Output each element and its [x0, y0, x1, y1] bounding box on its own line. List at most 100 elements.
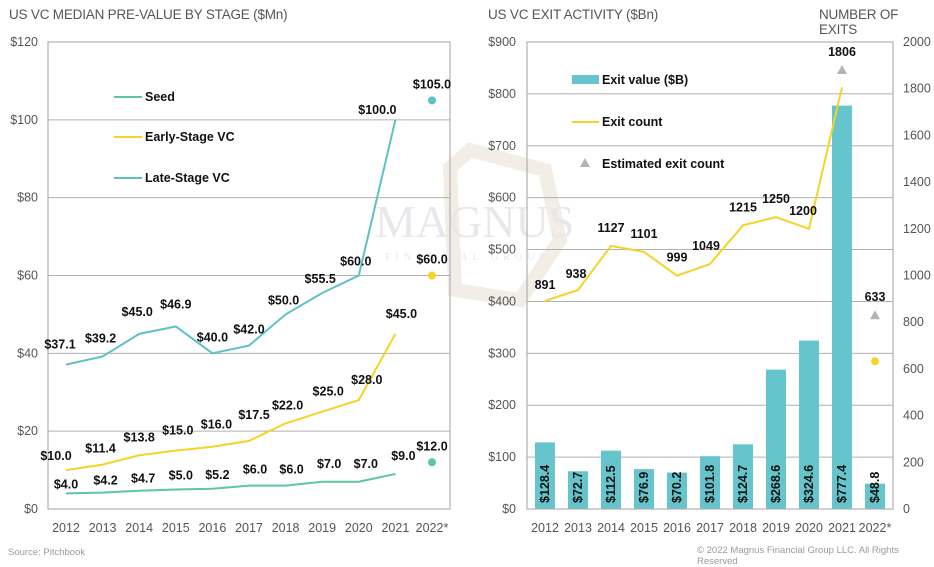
data-label: $22.0 [272, 398, 303, 412]
watermark-logo-shape [442, 142, 568, 308]
data-label: $9.0 [391, 449, 415, 463]
secondary-ytick-label: 1200 [903, 222, 931, 236]
secondary-ytick-label: 600 [903, 362, 924, 376]
data-label: $6.0 [279, 463, 303, 477]
data-label: $60.0 [340, 255, 371, 269]
exit-value-bar [568, 471, 588, 509]
data-label: $60.0 [416, 253, 447, 267]
legend-label: Exit value ($B) [602, 73, 688, 87]
right-plot-frame [526, 41, 894, 510]
data-label: $12.0 [416, 439, 447, 453]
secondary-ytick-label: 400 [903, 409, 924, 423]
estimated-exit-marker [870, 310, 880, 320]
bar-value-label: $324.6 [802, 465, 816, 503]
right-xtick-label: 2019 [762, 521, 790, 535]
left-xtick-label: 2019 [308, 521, 336, 535]
secondary-ytick-label: 1000 [903, 269, 931, 283]
exit-value-bar [667, 472, 687, 509]
left-xtick-label: 2018 [272, 521, 300, 535]
bar-value-label: $70.2 [670, 472, 684, 503]
right-xtick-label: 2015 [630, 521, 658, 535]
data-label: $105.0 [413, 77, 451, 91]
bar-value-label: $112.5 [604, 465, 618, 503]
bar-value-label: $268.6 [769, 465, 783, 503]
left-ytick-label: $80 [17, 191, 38, 205]
data-label: $39.2 [85, 331, 116, 345]
right-xtick-label: 2016 [663, 521, 691, 535]
data-label: $17.5 [238, 408, 269, 422]
estimate-point [428, 96, 436, 105]
exit-value-bar [634, 469, 654, 509]
exit-count-label: 633 [865, 290, 886, 304]
legend-swatch [580, 158, 590, 167]
data-label: $7.0 [317, 457, 341, 471]
data-label: $6.0 [243, 463, 267, 477]
exit-count-label: 1200 [789, 204, 817, 218]
data-label: $45.0 [386, 307, 417, 321]
left-ytick-label: $0 [24, 502, 38, 516]
secondary-ytick-label: 1400 [903, 175, 931, 189]
legend-label: Estimated exit count [602, 157, 725, 171]
data-label: $40.0 [197, 330, 228, 344]
legend-label: Late-Stage VC [145, 171, 230, 185]
data-label: $13.8 [124, 430, 155, 444]
left-xtick-label: 2015 [162, 521, 190, 535]
data-label: $46.9 [160, 297, 191, 311]
right-chart-title: US VC EXIT ACTIVITY ($Bn) [488, 7, 659, 22]
data-label: $45.0 [122, 305, 153, 319]
data-label: $4.7 [131, 472, 155, 486]
right-xtick-label: 2012 [531, 521, 559, 535]
right-ytick-label: $700 [488, 139, 516, 153]
legend-label: Exit count [602, 115, 663, 129]
exit-count-label: 1250 [762, 192, 790, 206]
exit-count-label: 1049 [692, 239, 720, 253]
secondary-ytick-label: 1600 [903, 128, 931, 142]
data-label: $5.0 [169, 469, 193, 483]
watermark-subtext: FINANCIAL GROUP [385, 252, 550, 263]
data-label: $11.4 [85, 442, 116, 456]
data-label: $15.0 [162, 424, 193, 438]
left-ytick-label: $60 [17, 269, 38, 283]
right-xtick-label: 2018 [729, 521, 757, 535]
left-plot-frame [47, 41, 451, 510]
left-xtick-label: 2012 [52, 521, 80, 535]
left-ytick-label: $20 [17, 424, 38, 438]
data-label: $42.0 [233, 323, 264, 337]
exit-count-label: 938 [566, 267, 587, 281]
exit-count-label: 1806 [828, 45, 856, 59]
bar-value-label: $777.4 [835, 465, 849, 503]
data-label: $25.0 [313, 385, 344, 399]
data-label: $37.1 [44, 338, 75, 352]
exit-value-bar [733, 444, 753, 509]
exit-value-bar [799, 340, 819, 509]
left-ytick-label: $40 [17, 346, 38, 360]
right-xtick-label: 2014 [597, 521, 625, 535]
data-label: $10.0 [40, 449, 71, 463]
estimate-point [428, 271, 436, 280]
bar-value-label: $76.9 [637, 472, 651, 503]
left-xtick-label: 2017 [235, 521, 263, 535]
data-label: $28.0 [351, 373, 382, 387]
right-ytick-label: $200 [488, 398, 516, 412]
legend-swatch [572, 75, 599, 84]
left-chart-title: US VC MEDIAN PRE-VALUE BY STAGE ($Mn) [9, 7, 288, 22]
data-label: $5.2 [205, 468, 229, 482]
exit-value-bar [832, 105, 852, 509]
right-ytick-label: $100 [488, 450, 516, 464]
exit-value-bar [535, 442, 555, 509]
data-label: $4.0 [54, 477, 78, 491]
left-xtick-label: 2014 [125, 521, 153, 535]
right-ytick-label: $600 [488, 191, 516, 205]
bar-value-label: $101.8 [703, 465, 717, 503]
right-ytick-label: $900 [488, 35, 516, 49]
series-line-seed [65, 472, 396, 495]
estimated-exit-marker [837, 65, 847, 75]
estimate-point [428, 458, 436, 467]
series-line-late-stage-vc [65, 119, 397, 366]
bar-value-label: $48.8 [868, 472, 882, 503]
secondary-ytick-label: 200 [903, 455, 924, 469]
data-label: $100.0 [358, 103, 396, 117]
bar-value-label: $124.7 [736, 465, 750, 503]
right-ytick-label: $800 [488, 87, 516, 101]
